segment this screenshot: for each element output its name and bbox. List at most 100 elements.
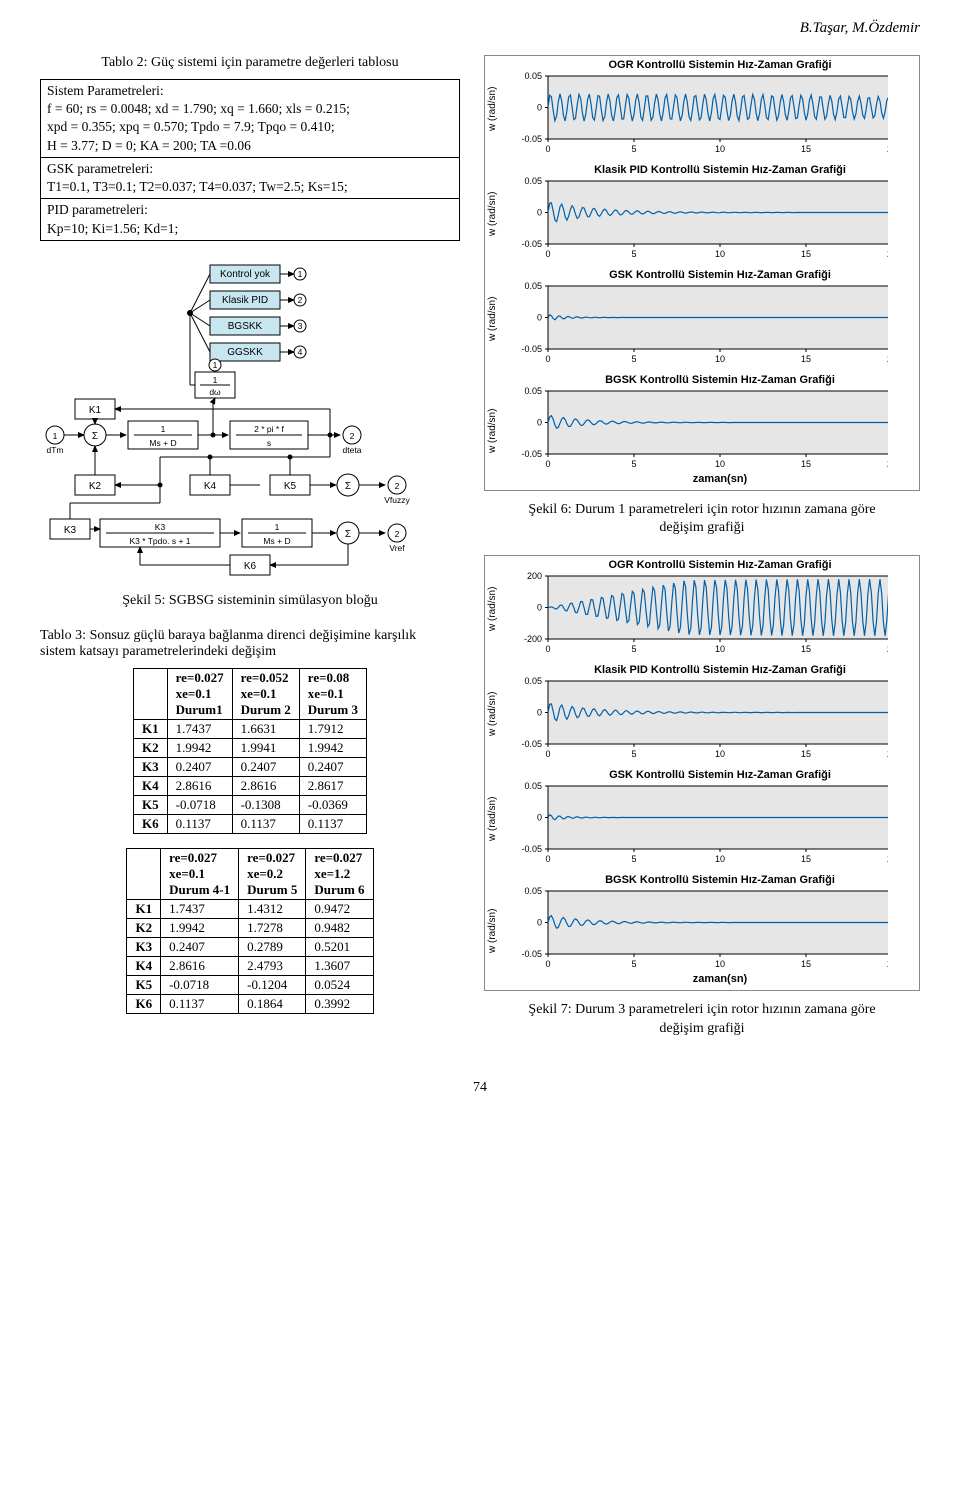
- svg-text:15: 15: [801, 249, 811, 259]
- subplot: w (rad/sn)BGSK Kontrollü Sistemin Hız-Za…: [485, 871, 919, 990]
- svg-text:-0.05: -0.05: [521, 739, 542, 749]
- subplot: w (rad/sn) GSK Kontrollü Sistemin Hız-Zam…: [485, 266, 919, 371]
- svg-text:0: 0: [537, 418, 542, 428]
- svg-text:4: 4: [298, 347, 303, 357]
- svg-text:0: 0: [537, 918, 542, 928]
- table-cell: 2.8617: [299, 776, 366, 795]
- svg-text:1: 1: [53, 431, 58, 441]
- subplot: w (rad/sn)GSK Kontrollü Sistemin Hız-Zam…: [485, 766, 919, 871]
- svg-text:Σ: Σ: [92, 431, 98, 442]
- table-cell: 1.7437: [167, 719, 232, 738]
- svg-text:Vref: Vref: [389, 543, 405, 553]
- table-cell: 0.9482: [306, 918, 373, 937]
- table-cell: 0.1137: [299, 814, 366, 833]
- svg-text:1: 1: [213, 360, 218, 370]
- chart-svg: OGR Kontrollü Sistemin Hız-Zaman Grafiği…: [500, 556, 888, 661]
- chart-ylabel: w (rad/sn): [485, 266, 500, 371]
- table-row-header: K6: [134, 814, 168, 833]
- svg-text:15: 15: [801, 144, 811, 154]
- svg-text:-0.05: -0.05: [521, 344, 542, 354]
- table-cell: 0.9472: [306, 899, 373, 918]
- table-cell: 2.8616: [161, 956, 239, 975]
- svg-text:5: 5: [631, 249, 636, 259]
- table-cell: 1.7912: [299, 719, 366, 738]
- chart-title: Klasik PID Kontrollü Sistemin Hız-Zaman …: [594, 164, 846, 176]
- svg-text:200: 200: [527, 571, 542, 581]
- table-cell: 1.7437: [161, 899, 239, 918]
- table-cell: 2.8616: [167, 776, 232, 795]
- table2: Sistem Parametreleri: f = 60; rs = 0.004…: [40, 79, 460, 241]
- chart-ylabel: w (rad/sn): [485, 556, 500, 661]
- table-cell: 0.3992: [306, 994, 373, 1013]
- svg-text:2: 2: [298, 295, 303, 305]
- table-row-header: K5: [134, 795, 168, 814]
- svg-text:5: 5: [631, 144, 636, 154]
- table2-row2: PID parametreleri: Kp=10; Ki=1.56; Kd=1;: [41, 199, 460, 240]
- svg-text:5: 5: [631, 749, 636, 759]
- table-cell: 0.2789: [239, 937, 306, 956]
- svg-text:10: 10: [715, 959, 725, 969]
- svg-text:0: 0: [545, 644, 550, 654]
- svg-text:0: 0: [537, 208, 542, 218]
- table-row-header: K5: [127, 975, 161, 994]
- fig7-caption: Şekil 7: Durum 3 parametreleri için roto…: [484, 1001, 920, 1037]
- chart-title: OGR Kontrollü Sistemin Hız-Zaman Grafiği: [608, 59, 831, 71]
- fig6-block: w (rad/sn) OGR Kontrollü Sistemin Hız-Zam…: [484, 55, 920, 491]
- table3-caption: Tablo 3: Sonsuz güçlü baraya bağlanma di…: [40, 628, 460, 660]
- fig7-block: w (rad/sn)OGR Kontrollü Sistemin Hız-Zam…: [484, 555, 920, 991]
- table-col-header: re=0.027 xe=1.2 Durum 6: [306, 848, 373, 899]
- chart-svg: Klasik PID Kontrollü Sistemin Hız-Zaman …: [500, 161, 888, 266]
- table-cell: 1.9941: [232, 738, 299, 757]
- svg-text:-200: -200: [524, 634, 542, 644]
- table-cell: 0.0524: [306, 975, 373, 994]
- chart-title: GSK Kontrollü Sistemin Hız-Zaman Grafiği: [609, 269, 831, 281]
- svg-text:K5: K5: [284, 481, 297, 492]
- svg-text:-0.05: -0.05: [521, 449, 542, 459]
- table-cell: -0.0369: [299, 795, 366, 814]
- table-row-header: K1: [127, 899, 161, 918]
- svg-text:0.05: 0.05: [524, 281, 542, 291]
- table-cell: -0.0718: [161, 975, 239, 994]
- fig5-diagram: Kontrol yok Klasik PID BGSKK GGSKK 1 2 3…: [40, 257, 460, 582]
- svg-text:5: 5: [631, 354, 636, 364]
- right-column: w (rad/sn)OGR Kontrollü Sistemin Hız-Zam…: [484, 55, 920, 1056]
- table-cell: 0.1137: [161, 994, 239, 1013]
- svg-text:0.05: 0.05: [524, 676, 542, 686]
- table-row-header: K2: [134, 738, 168, 757]
- svg-text:2: 2: [395, 529, 400, 539]
- svg-text:5: 5: [631, 644, 636, 654]
- svg-text:15: 15: [801, 459, 811, 469]
- chart-title: OGR Kontrollü Sistemin Hız-Zaman Grafiği: [608, 559, 831, 571]
- chart-svg: GSK Kontrollü Sistemin Hız-Zaman Grafiği…: [500, 766, 888, 871]
- chart-ylabel: w (rad/sn): [485, 766, 500, 871]
- table-cell: 0.1864: [239, 994, 306, 1013]
- table-row-header: K4: [134, 776, 168, 795]
- svg-text:10: 10: [715, 354, 725, 364]
- svg-text:20: 20: [887, 354, 888, 364]
- svg-text:K1: K1: [89, 405, 102, 416]
- fig6-caption: Şekil 6: Durum 1 parametreleri için roto…: [484, 501, 920, 537]
- svg-text:10: 10: [715, 644, 725, 654]
- table3-upper: re=0.027 xe=0.1 Durum1re=0.052 xe=0.1 Du…: [133, 668, 367, 834]
- svg-text:1: 1: [298, 269, 303, 279]
- svg-text:-0.05: -0.05: [521, 949, 542, 959]
- svg-text:-0.05: -0.05: [521, 134, 542, 144]
- table2-row0: Sistem Parametreleri: f = 60; rs = 0.004…: [41, 80, 460, 158]
- svg-text:dω: dω: [209, 387, 221, 397]
- table-col-header: re=0.08 xe=0.1 Durum 3: [299, 668, 366, 719]
- svg-text:20: 20: [887, 959, 888, 969]
- svg-text:dTm: dTm: [47, 445, 64, 455]
- table-cell: 1.9942: [161, 918, 239, 937]
- svg-text:K3: K3: [155, 522, 166, 532]
- svg-text:20: 20: [887, 459, 888, 469]
- table-cell: 0.1137: [167, 814, 232, 833]
- svg-text:BGSKK: BGSKK: [228, 321, 263, 332]
- svg-text:0: 0: [545, 749, 550, 759]
- table-cell: 1.3607: [306, 956, 373, 975]
- table-cell: -0.0718: [167, 795, 232, 814]
- svg-text:K6: K6: [244, 561, 257, 572]
- svg-text:15: 15: [801, 354, 811, 364]
- svg-text:0: 0: [537, 313, 542, 323]
- svg-text:2: 2: [350, 431, 355, 441]
- svg-text:K3: K3: [64, 525, 77, 536]
